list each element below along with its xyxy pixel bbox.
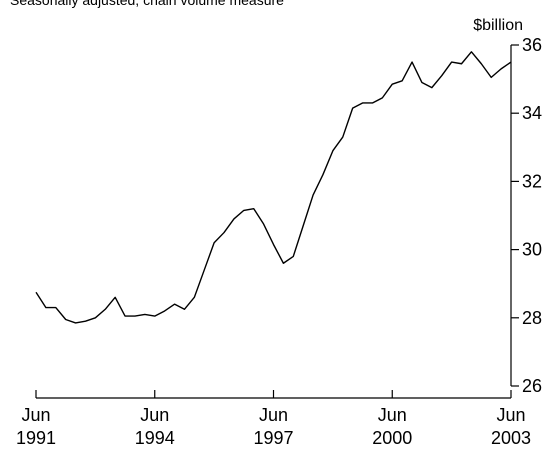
series-group: [35, 51, 512, 324]
y-tick-label: 26: [522, 376, 542, 396]
x-tick-label-year: 2000: [372, 428, 412, 448]
y-tick-label: 34: [522, 103, 542, 123]
chart-caption: Seasonally adjusted, chain volume measur…: [10, 0, 284, 8]
x-tick-label-month: Jun: [378, 405, 407, 425]
y-tick-label: 30: [522, 240, 542, 260]
x-tick-label-month: Jun: [21, 405, 50, 425]
y-axis: 26 28 30 32 34 36: [510, 35, 542, 396]
x-axis: Jun 1991 Jun 1994 Jun 1997 Jun 2000 Jun 2003: [16, 390, 531, 448]
y-tick-label: 28: [522, 308, 542, 328]
x-tick-label-month: Jun: [496, 405, 525, 425]
x-tick-label-year: 1991: [16, 428, 56, 448]
y-tick-label: 36: [522, 35, 542, 55]
y-unit-label: $billion: [473, 17, 523, 34]
y-tick-label: 32: [522, 171, 542, 191]
x-tick-label-month: Jun: [259, 405, 288, 425]
series-line: [35, 51, 512, 324]
x-tick-label-year: 1994: [135, 428, 175, 448]
x-tick-label-year: 1997: [253, 428, 293, 448]
x-tick-label-month: Jun: [140, 405, 169, 425]
x-tick-label-year: 2003: [491, 428, 531, 448]
